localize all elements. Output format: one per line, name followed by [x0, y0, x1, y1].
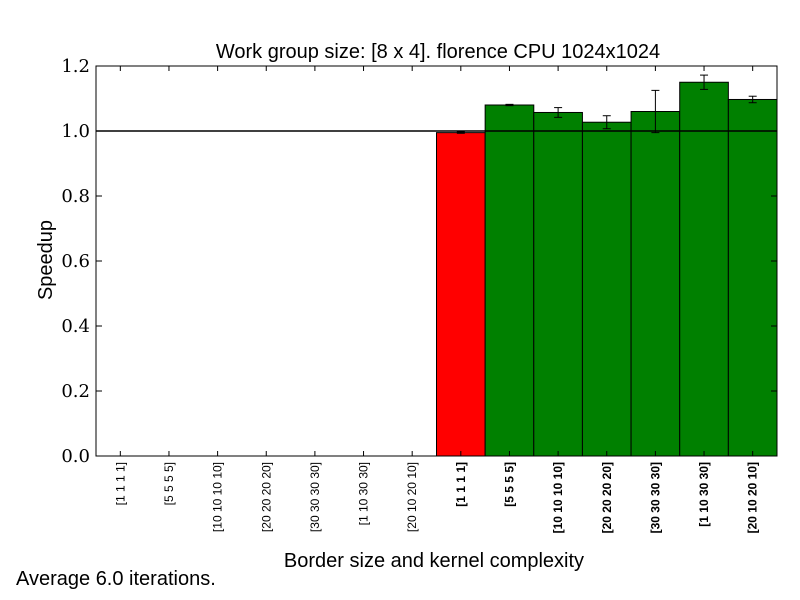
- y-tick-label: 0.2: [61, 381, 90, 402]
- y-tick-label: 0.4: [61, 316, 90, 337]
- x-tick-label: [1 10 30 30]: [697, 462, 711, 527]
- iterations-footnote: Average 6.0 iterations.: [16, 568, 216, 590]
- x-tick-label: [5 5 5 5]: [502, 462, 516, 507]
- x-tick-label: [30 30 30 30]: [648, 462, 662, 533]
- y-tick-label: 0.6: [61, 251, 90, 272]
- x-tick-label: [20 20 20 20]: [600, 462, 614, 533]
- x-tick-label: [20 20 20 20]: [259, 462, 273, 532]
- bar: [679, 81, 729, 457]
- x-tick-label: [1 1 1 1]: [113, 462, 127, 505]
- bar: [630, 111, 681, 457]
- bar: [581, 121, 632, 457]
- x-tick-label: [1 1 1 1]: [454, 462, 468, 507]
- x-tick-label: [5 5 5 5]: [162, 462, 176, 505]
- y-tick-label: 0.0: [61, 446, 90, 467]
- y-tick-label: 1.2: [61, 56, 90, 77]
- bar: [727, 98, 778, 457]
- bar: [436, 132, 486, 457]
- x-tick-label: [10 10 10 10]: [211, 462, 225, 532]
- y-tick-label: 0.8: [61, 186, 90, 207]
- bar: [484, 104, 535, 457]
- x-tick-label: [30 30 30 30]: [308, 462, 322, 532]
- bar: [533, 111, 583, 457]
- y-axis-label: Speedup: [35, 220, 57, 300]
- x-tick-label: [20 10 20 10]: [405, 462, 419, 532]
- x-tick-label: [20 10 20 10]: [746, 462, 760, 533]
- y-tick-label: 1.0: [61, 121, 90, 142]
- x-tick-label: [1 10 30 30]: [357, 462, 371, 525]
- chart-title: Work group size: [8 x 4]. florence CPU 1…: [216, 41, 660, 63]
- plot-area: 0.0 0.2 0.4 0.6 0.8 1.0 1.2 [1 1 1 1] [5 5 5 5] […: [61, 56, 778, 533]
- x-tick-label: [10 10 10 10]: [551, 462, 565, 533]
- x-axis-label: Border size and kernel complexity: [284, 550, 584, 572]
